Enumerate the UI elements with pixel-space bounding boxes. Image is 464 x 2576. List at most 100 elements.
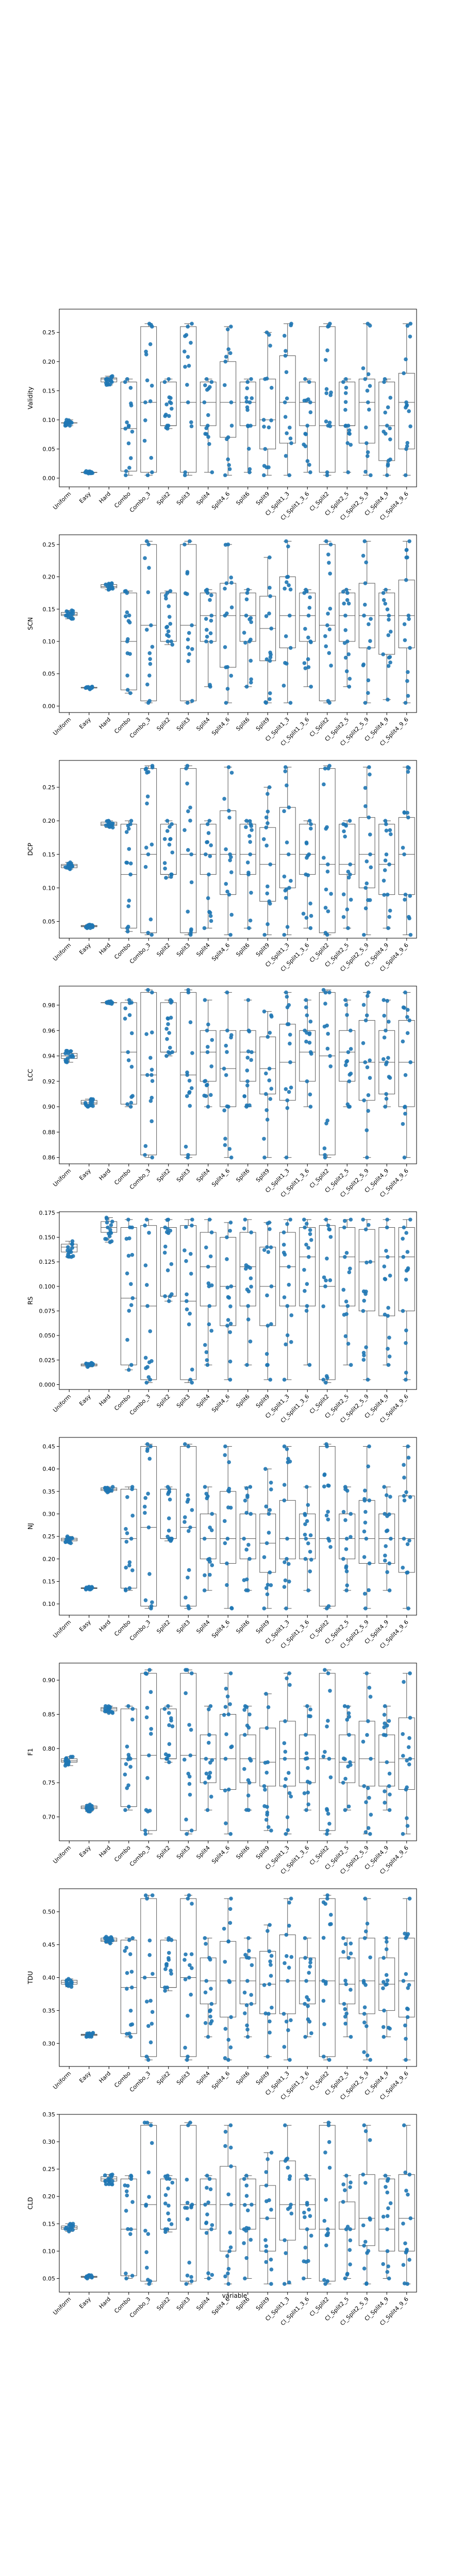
- strip-point: [386, 926, 390, 930]
- strip-point: [245, 1495, 250, 1499]
- strip-point: [130, 1936, 135, 1940]
- panel-rs: 0.0000.0250.0500.0750.1000.1250.1500.175…: [27, 1210, 417, 1424]
- strip-point: [343, 614, 347, 618]
- strip-point: [227, 1486, 231, 1491]
- strip-point: [209, 843, 213, 848]
- strip-point: [183, 2206, 187, 2210]
- strip-point: [388, 828, 392, 833]
- strip-point: [186, 2013, 190, 2018]
- strip-point: [363, 2240, 368, 2244]
- strip-point: [66, 2227, 70, 2231]
- strip-point: [288, 1683, 292, 1687]
- strip-point: [229, 400, 234, 404]
- strip-point: [364, 1128, 369, 1132]
- y-tick-label: 0.25: [43, 1533, 56, 1540]
- strip-point: [386, 633, 391, 637]
- strip-point: [222, 1066, 226, 1071]
- strip-point: [242, 1536, 246, 1541]
- strip-point: [124, 469, 128, 473]
- strip-point: [130, 1514, 135, 1518]
- x-tick-label: Split9: [255, 1619, 271, 1635]
- strip-point: [247, 1948, 251, 1953]
- strip-point: [125, 1102, 129, 1106]
- strip-point: [306, 1997, 311, 2002]
- strip-point: [363, 886, 368, 890]
- strip-point: [345, 2225, 350, 2229]
- strip-point: [362, 2050, 366, 2054]
- strip-point: [402, 1494, 406, 1498]
- strip-point: [123, 589, 127, 594]
- strip-point: [209, 593, 213, 598]
- strip-point: [346, 926, 350, 930]
- strip-point: [183, 1958, 187, 1962]
- strip-point: [328, 543, 333, 547]
- strip-point: [128, 872, 132, 877]
- strip-point: [129, 401, 133, 405]
- strip-point: [226, 1318, 230, 1322]
- strip-point: [308, 470, 312, 474]
- strip-point: [384, 1733, 388, 1737]
- strip-point: [403, 990, 407, 995]
- box: [279, 1721, 296, 1787]
- strip-point: [366, 450, 370, 454]
- strip-point: [285, 1536, 289, 1541]
- strip-point: [285, 994, 289, 999]
- strip-point: [245, 2027, 250, 2032]
- strip-point: [364, 1345, 368, 1349]
- strip-point: [186, 1575, 190, 1580]
- x-tick-label: Combo_3: [128, 1844, 152, 1868]
- strip-point: [145, 794, 150, 799]
- strip-point: [384, 1973, 389, 1977]
- strip-point: [344, 1982, 349, 1987]
- strip-point: [382, 1264, 387, 1269]
- strip-point: [324, 1513, 329, 1518]
- y-tick-label: 0.90: [43, 1677, 56, 1684]
- strip-point: [403, 897, 407, 902]
- strip-point: [187, 652, 191, 656]
- strip-point: [86, 2273, 91, 2278]
- strip-point: [343, 1255, 347, 1259]
- strip-point: [269, 1322, 273, 1326]
- strip-point: [244, 1263, 248, 1267]
- strip-point: [266, 1583, 270, 1587]
- strip-point: [349, 2180, 353, 2185]
- strip-point: [269, 2267, 274, 2272]
- strip-point: [308, 1957, 313, 1961]
- strip-point: [126, 1217, 130, 1222]
- strip-point: [323, 1750, 327, 1754]
- strip-point: [348, 1266, 352, 1271]
- strip-point: [405, 1824, 410, 1828]
- strip-point: [284, 634, 288, 638]
- x-tick-label: Split9: [255, 716, 271, 732]
- strip-point: [268, 1923, 272, 1927]
- strip-point: [242, 631, 246, 635]
- strip-point: [148, 917, 153, 922]
- strip-point: [361, 1358, 366, 1362]
- strip-point: [343, 655, 348, 660]
- strip-point: [108, 1706, 112, 1710]
- strip-point: [183, 1977, 188, 1981]
- strip-point: [144, 628, 149, 632]
- y-tick-label: 0.10: [43, 1601, 56, 1607]
- strip-point: [343, 408, 347, 412]
- strip-point: [342, 1704, 347, 1708]
- x-tick-label: Split4: [195, 2296, 211, 2312]
- strip-point: [324, 387, 329, 392]
- strip-point: [387, 1335, 391, 1340]
- strip-point: [130, 1717, 135, 1722]
- strip-point: [402, 1155, 407, 1160]
- x-tick-label: Split9: [255, 1393, 271, 1409]
- strip-point: [164, 1027, 169, 1031]
- strip-point: [91, 1104, 95, 1108]
- strip-point: [364, 1800, 368, 1804]
- strip-point: [405, 1008, 410, 1012]
- y-tick-label: 0.25: [43, 329, 56, 336]
- strip-point: [249, 1230, 254, 1234]
- strip-point: [163, 1752, 168, 1756]
- strip-point: [347, 428, 352, 432]
- x-tick-label: Hard: [98, 1393, 112, 1408]
- strip-point: [167, 1299, 171, 1303]
- strip-point: [244, 2174, 248, 2178]
- strip-point: [309, 2233, 313, 2238]
